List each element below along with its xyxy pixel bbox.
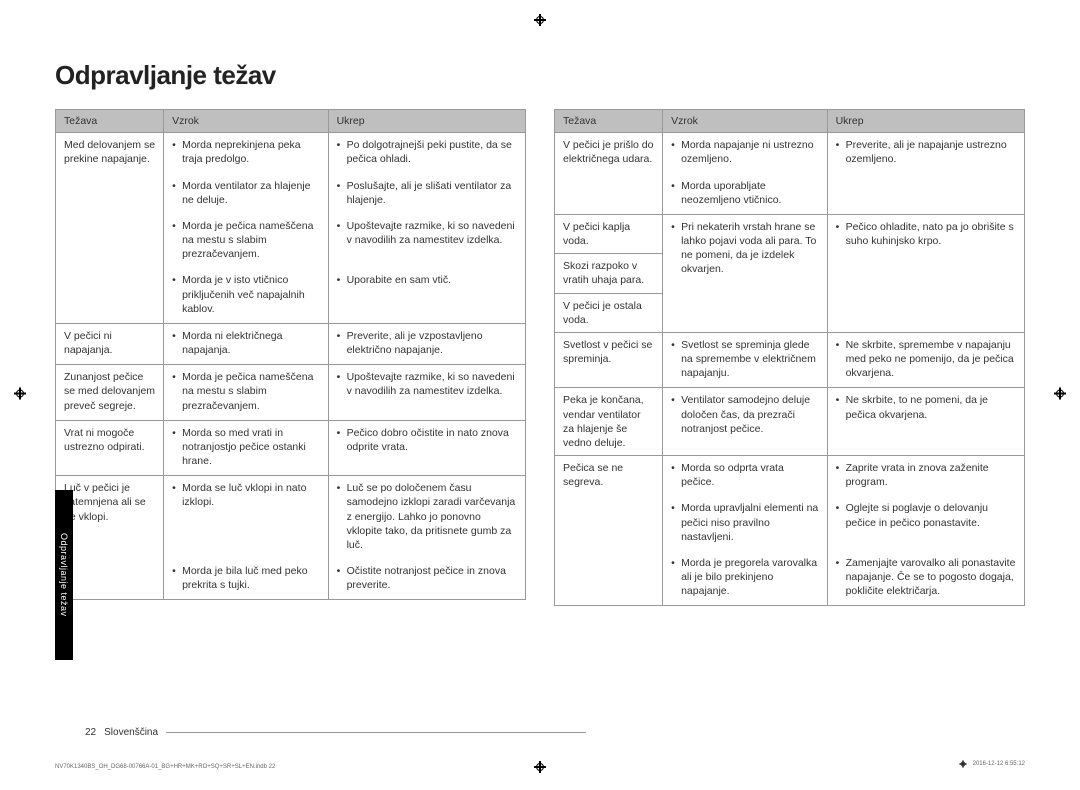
problem-cell: Med delovanjem se prekine napajanje. (56, 133, 164, 324)
page-lang: Slovenščina (104, 727, 158, 738)
troubleshoot-table-right: Težava Vzrok Ukrep V pečici je prišlo do… (554, 109, 1025, 606)
problem-cell: Skozi razpoko v vratih uhaja para. (555, 254, 663, 293)
cause-cell: Morda neprekinjena peka traja predolgo. (164, 133, 329, 174)
action-cell: Po dolgotrajnejši peki pustite, da se pe… (328, 133, 525, 174)
cause-cell: Morda je v isto vtičnico priključenih ve… (164, 268, 329, 323)
cause-cell: Morda je pregorela varovalka ali je bilo… (663, 551, 828, 606)
action-cell: Preverite, ali je napajanje ustrezno oze… (827, 133, 1024, 215)
problem-cell: Peka je končana, vendar ventilator za hl… (555, 388, 663, 456)
th-action: Ukrep (328, 110, 525, 133)
cause-cell: Morda se luč vklopi in nato izklopi. (164, 476, 329, 559)
troubleshoot-table-left: Težava Vzrok Ukrep Med delovanjem se pre… (55, 109, 526, 600)
cause-cell: Morda uporabljate neozemljeno vtičnico. (663, 174, 828, 215)
problem-cell: Pečica se ne segreva. (555, 456, 663, 606)
action-cell: Oglejte si poglavje o delovanju pečice i… (827, 496, 1024, 551)
cause-cell: Morda ventilator za hlajenje ne deluje. (164, 174, 329, 214)
action-cell: Zaprite vrata in znova zaženite program. (827, 456, 1024, 497)
cause-cell: Morda napajanje ni ustrezno ozemljeno. (663, 133, 828, 174)
action-cell: Preverite, ali je vzpostavljeno električ… (328, 323, 525, 364)
th-cause: Vzrok (164, 110, 329, 133)
page-footer: 22 Slovenščina (85, 727, 586, 738)
page-title: Odpravljanje težav (55, 60, 1025, 91)
left-column: Težava Vzrok Ukrep Med delovanjem se pre… (55, 109, 526, 606)
cause-cell: Morda upravljalni elementi na pečici nis… (663, 496, 828, 551)
cause-cell: Morda ni električnega napajanja. (164, 323, 329, 364)
action-cell: Luč se po določenem času samodejno izklo… (328, 476, 525, 559)
cause-cell: Morda so odprta vrata pečice. (663, 456, 828, 497)
action-cell: Pečico dobro očistite in nato znova odpr… (328, 420, 525, 476)
action-cell: Upoštevajte razmike, ki so navedeni v na… (328, 214, 525, 269)
problem-cell: Vrat ni mogoče ustrezno odpirati. (56, 420, 164, 476)
problem-cell: V pečici ni napajanja. (56, 323, 164, 364)
action-cell: Očistite notranjost pečice in znova prev… (328, 559, 525, 600)
action-cell: Ne skrbite, to ne pomeni, da je pečica o… (827, 388, 1024, 456)
problem-cell: Zunanjost pečice se med delovanjem preve… (56, 365, 164, 421)
cause-cell: Pri nekaterih vrstah hrane se lahko poja… (663, 214, 828, 332)
action-cell: Upoštevajte razmike, ki so navedeni v na… (328, 365, 525, 421)
cause-cell: Svetlost se spreminja glede na spremembe… (663, 332, 828, 388)
cause-cell: Morda je pečica nameščena na mestu s sla… (164, 214, 329, 269)
th-cause: Vzrok (663, 110, 828, 133)
action-cell: Ne skrbite, spremembe v napajanju med pe… (827, 332, 1024, 388)
cause-cell: Morda so med vrati in notranjostjo pečic… (164, 420, 329, 476)
problem-cell: V pečici je prišlo do električnega udara… (555, 133, 663, 215)
problem-cell: V pečici kaplja voda. (555, 214, 663, 253)
problem-cell: V pečici je ostala voda. (555, 293, 663, 332)
cause-cell: Morda je pečica nameščena na mestu s sla… (164, 365, 329, 421)
th-action: Ukrep (827, 110, 1024, 133)
action-cell: Uporabite en sam vtič. (328, 268, 525, 323)
right-column: Težava Vzrok Ukrep V pečici je prišlo do… (554, 109, 1025, 606)
cause-cell: Ventilator samodejno deluje določen čas,… (663, 388, 828, 456)
content-columns: Težava Vzrok Ukrep Med delovanjem se pre… (55, 109, 1025, 606)
problem-cell: Svetlost v pečici se spreminja. (555, 332, 663, 388)
action-cell: Pečico ohladite, nato pa jo obrišite s s… (827, 214, 1024, 332)
print-filename: NV70K1340BS_OH_DG68-00766A-01_BG+HR+MK+R… (55, 764, 275, 770)
action-cell: Zamenjajte varovalko ali ponastavite nap… (827, 551, 1024, 606)
print-timestamp: 2016-12-12 6:55:12 (957, 758, 1025, 770)
th-problem: Težava (555, 110, 663, 133)
action-cell: Poslušajte, ali je slišati ventilator za… (328, 174, 525, 214)
th-problem: Težava (56, 110, 164, 133)
side-tab: Odpravljanje težav (55, 490, 73, 660)
cause-cell: Morda je bila luč med peko prekrita s tu… (164, 559, 329, 600)
footer-rule (166, 732, 586, 733)
page-number: 22 (85, 727, 96, 738)
